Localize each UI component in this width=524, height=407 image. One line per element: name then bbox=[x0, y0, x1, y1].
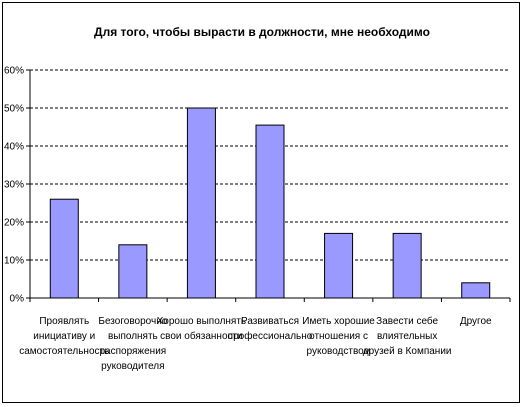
bar bbox=[186, 107, 216, 299]
bar bbox=[49, 198, 79, 299]
x-axis: Проявлять инициативу и самостоятельностьБе… bbox=[19, 297, 511, 372]
y-tick-label: 50% bbox=[4, 104, 24, 115]
category-label: Иметь хорошие отношения с руководством bbox=[302, 316, 375, 357]
category-label: Завести себе влиятельных друзей в Компании bbox=[363, 315, 452, 357]
bar bbox=[461, 282, 491, 299]
bar bbox=[324, 232, 354, 299]
y-axis: 0% 10% 20% 30% 40% 50% 60% bbox=[4, 66, 31, 305]
y-tick-label: 10% bbox=[4, 256, 24, 267]
bar bbox=[255, 124, 285, 299]
gridlines bbox=[30, 69, 510, 261]
category-label: Развиваться профессионально bbox=[228, 316, 313, 342]
y-tick-label: 30% bbox=[4, 180, 24, 191]
category-label: Хорошо выполнять свои обязанности bbox=[157, 316, 246, 342]
y-tick-label: 40% bbox=[4, 142, 24, 153]
bar bbox=[392, 232, 422, 299]
bars bbox=[49, 107, 491, 299]
y-tick-label: 20% bbox=[4, 218, 24, 229]
category-label: Безоговорочно выполнять распоряжения руково… bbox=[98, 316, 167, 372]
category-label: Другое bbox=[460, 316, 492, 327]
category-label: Проявлять инициативу и самостоятельность bbox=[19, 316, 109, 357]
y-tick-label: 0% bbox=[10, 294, 25, 305]
y-tick-label: 60% bbox=[4, 66, 24, 77]
chart-title: Для того, чтобы вырасти в должности, мне… bbox=[94, 25, 430, 39]
bar bbox=[118, 244, 148, 299]
